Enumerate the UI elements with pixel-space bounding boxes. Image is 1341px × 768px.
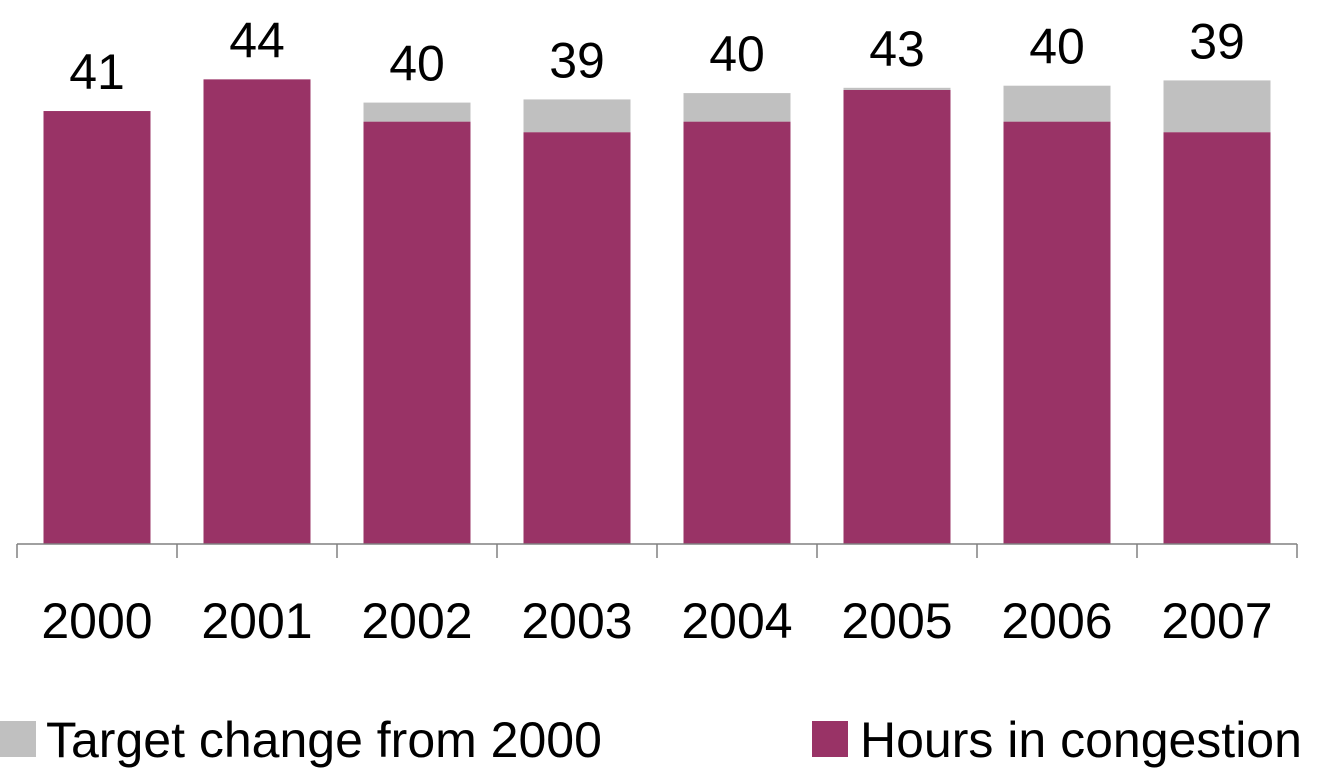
bar-target-2007	[1163, 80, 1271, 133]
data-label-2006: 40	[1029, 19, 1085, 75]
bar-hours-2006	[1003, 121, 1111, 544]
data-label-2002: 40	[389, 36, 445, 92]
legend-swatch	[812, 721, 848, 757]
legend-item: Hours in congestion	[812, 712, 1302, 768]
legend: Target change from 2000 Hours in congesti…	[0, 712, 1302, 768]
bar-hours-2003	[523, 132, 631, 544]
data-label-2001: 44	[229, 12, 285, 68]
bar-target-2005	[843, 87, 951, 90]
bar-target-2003	[523, 99, 631, 133]
bar-target-2002	[363, 102, 471, 122]
data-labels: 41 44 40 39 40 43 40 39	[69, 12, 1245, 100]
x-tick-label-2005: 2005	[841, 593, 952, 649]
bar-hours-2000	[43, 111, 151, 544]
bar-hours-2007	[1163, 132, 1271, 544]
legend-swatch	[0, 721, 36, 757]
data-label-2003: 39	[549, 32, 605, 88]
data-label-2000: 41	[69, 44, 125, 100]
data-label-2004: 40	[709, 26, 765, 82]
legend-label: Target change from 2000	[46, 712, 602, 768]
x-tick-label-2001: 2001	[201, 593, 312, 649]
bar-target-2006	[1003, 85, 1111, 122]
x-axis: 2000 2001 2002 2003 2004 2005 2006 2007	[16, 543, 1298, 649]
x-tick-label-2002: 2002	[361, 593, 472, 649]
x-tick-label-2007: 2007	[1161, 593, 1272, 649]
bars-layer	[43, 79, 1271, 545]
bar-hours-2002	[363, 121, 471, 544]
bar-hours-2004	[683, 121, 791, 544]
data-label-2007: 39	[1189, 13, 1245, 69]
legend-item: Target change from 2000	[0, 712, 602, 768]
x-tick-label-2004: 2004	[681, 593, 792, 649]
bar-hours-2001	[203, 79, 311, 545]
x-tick-label-2006: 2006	[1001, 593, 1112, 649]
x-tick-label-2003: 2003	[521, 593, 632, 649]
bar-hours-2005	[843, 89, 951, 545]
legend-label: Hours in congestion	[860, 712, 1302, 768]
x-tick-label-2000: 2000	[41, 593, 152, 649]
data-label-2005: 43	[869, 21, 925, 77]
bar-target-2004	[683, 93, 791, 122]
